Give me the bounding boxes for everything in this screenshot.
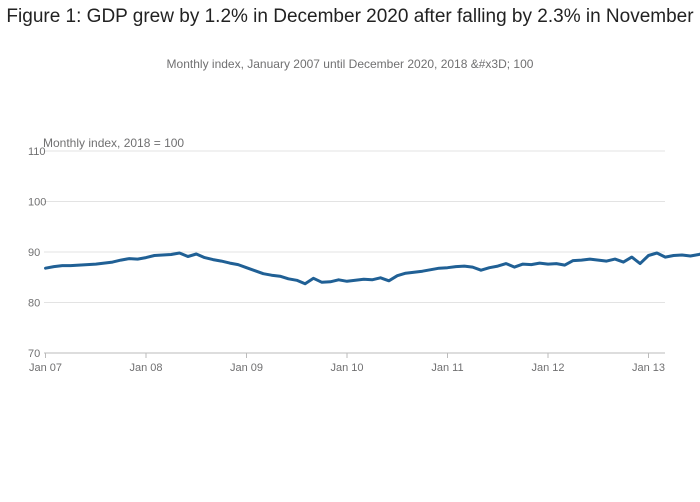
x-tick-label: Jan 08 (129, 362, 162, 374)
y-tick-label: 100 (28, 197, 46, 209)
x-tick-label: Jan 10 (330, 362, 363, 374)
y-tick-label: 110 (28, 146, 46, 158)
x-tick-label: Jan 07 (29, 362, 62, 374)
y-axis-ticks: 70 80 90 100 110 (28, 146, 46, 360)
x-tick-label: Jan 11 (431, 362, 463, 374)
y-tick-label: 70 (28, 348, 40, 360)
x-axis-ticks: Jan 07 Jan 08 Jan 09 Jan 10 Jan 11 Jan 12 Jan … (29, 353, 665, 374)
y-axis-label: Monthly index, 2018 = 100 (43, 136, 184, 150)
y-tick-label: 90 (28, 247, 40, 259)
x-tick-label: Jan 09 (230, 362, 263, 374)
gridlines (44, 150, 665, 354)
x-tick-label: Jan 13 (632, 362, 665, 374)
y-tick-label: 80 (28, 298, 40, 310)
x-tick-label: Jan 12 (531, 362, 564, 374)
chart-title: Figure 1: GDP grew by 1.2% in December 2… (6, 6, 694, 27)
chart-subtitle: Monthly index, January 2007 until Decemb… (166, 57, 534, 71)
series-line-gdp[interactable] (44, 191, 700, 316)
